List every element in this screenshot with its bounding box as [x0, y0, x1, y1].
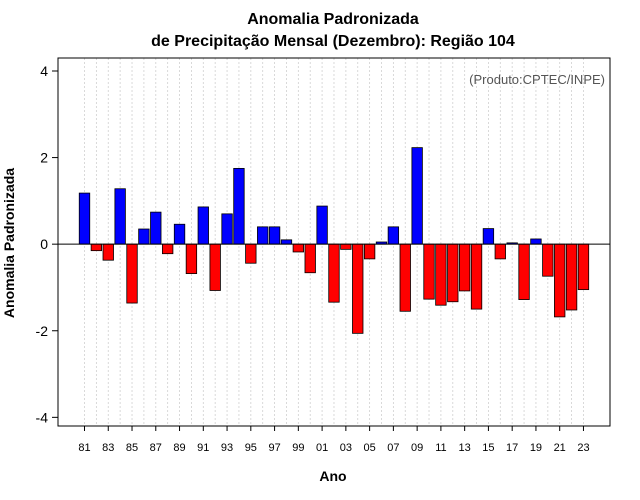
bar-2013: [459, 243, 471, 292]
bar-2003: [340, 243, 352, 250]
bar-1990: [185, 243, 198, 275]
x-tick-label: 21: [554, 442, 566, 454]
x-tick-label: 15: [482, 442, 494, 454]
bar-1986: [138, 228, 150, 245]
bar-1996: [257, 226, 269, 245]
x-tick-label: 05: [363, 442, 375, 454]
bar-1984: [114, 188, 126, 245]
bar-2001: [316, 205, 328, 245]
bar-2002: [328, 243, 340, 303]
bar-2020: [542, 243, 554, 277]
y-tick-label: -4: [36, 409, 49, 425]
x-tick-label: 81: [78, 442, 90, 454]
bar-2011: [435, 243, 447, 306]
x-tick-label: 87: [150, 442, 162, 454]
x-axis: 81 83 85 87 89 91 93 95 97 99 01 03 05 07 09 11 13 15 17 19…: [78, 426, 590, 454]
bar-2010: [423, 243, 435, 300]
bar-2022: [565, 243, 578, 311]
x-tick-label: 19: [530, 442, 542, 454]
bar-2007: [387, 226, 400, 245]
bar-2012: [447, 243, 459, 303]
bar-2014: [470, 243, 483, 310]
x-tick-label: 97: [268, 442, 280, 454]
bar-1991: [197, 206, 209, 245]
bar-2016: [494, 243, 506, 260]
y-tick-label: 0: [40, 236, 48, 252]
bar-2009: [411, 147, 423, 245]
bar-1998: [280, 239, 293, 245]
bar-2019: [530, 238, 542, 245]
x-axis-title: Ano: [319, 468, 346, 484]
bar-1985: [126, 243, 138, 304]
bar-1999: [292, 243, 304, 253]
x-tick-label: 07: [387, 442, 399, 454]
bar-2008: [399, 243, 411, 312]
bar-1989: [173, 223, 186, 245]
bar-1982: [90, 243, 103, 252]
x-tick-label: 13: [459, 442, 471, 454]
y-axis: -4 -2 0 2 4: [36, 63, 58, 425]
credit-label: (Produto:CPTEC/INPE): [469, 72, 605, 87]
plot-frame: [57, 57, 611, 427]
x-tick-label: 85: [126, 442, 138, 454]
x-tick-label: 03: [340, 442, 352, 454]
bar-1997: [268, 226, 281, 245]
x-tick-label: 99: [292, 442, 304, 454]
bar-2021: [554, 243, 566, 318]
x-tick-label: 89: [173, 442, 185, 454]
chart-title-line1: Anomalia Padronizada: [247, 11, 419, 28]
x-tick-label: 11: [435, 442, 446, 454]
x-tick-label: 23: [577, 442, 589, 454]
bar-2004: [352, 243, 364, 334]
bar-2023: [577, 243, 590, 291]
y-tick-label: 4: [40, 63, 48, 79]
x-tick-label: 09: [411, 442, 423, 454]
bar-1981: [78, 192, 91, 245]
y-axis-title: Anomalia Padronizada: [1, 168, 17, 318]
bar-2000: [304, 243, 316, 274]
bar-2015: [482, 228, 495, 245]
bar-1993: [221, 213, 233, 245]
bar-2005: [363, 243, 376, 260]
x-tick-label: 83: [102, 442, 114, 454]
bar-2018: [518, 243, 530, 300]
bar-1983: [102, 243, 114, 261]
x-tick-label: 91: [197, 442, 209, 454]
chart-title-line2: de Precipitação Mensal (Dezembro): Regiã…: [151, 33, 515, 50]
bar-1987: [150, 211, 162, 245]
bars: [78, 147, 590, 334]
x-tick-label: 01: [316, 442, 328, 454]
bar-1994: [233, 167, 245, 245]
bar-1988: [162, 243, 174, 255]
x-tick-label: 17: [506, 442, 518, 454]
bar-1995: [245, 243, 257, 264]
y-tick-label: 2: [40, 150, 48, 166]
bar-1992: [209, 243, 221, 291]
x-tick-label: 95: [245, 442, 257, 454]
y-tick-label: -2: [36, 323, 49, 339]
x-tick-label: 93: [221, 442, 233, 454]
